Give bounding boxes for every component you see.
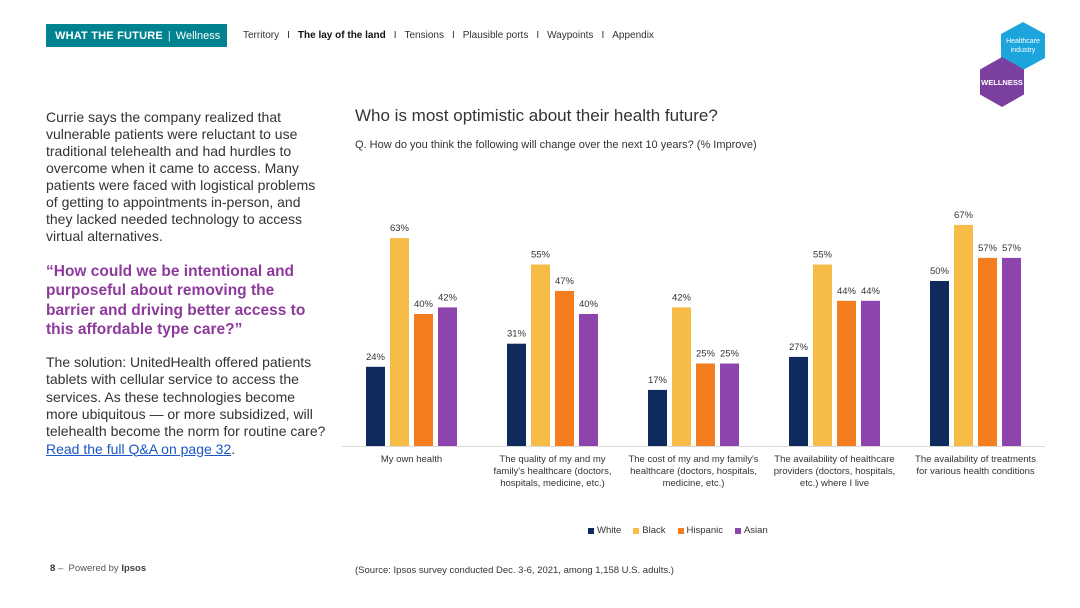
footer-dash: –: [57, 563, 64, 574]
data-label-asian-3: 44%: [861, 286, 881, 297]
nav-divider: I: [536, 30, 540, 41]
bar-white-1: [507, 343, 526, 446]
bar-asian-4: [1002, 257, 1021, 446]
legend-label: Black: [642, 525, 666, 536]
category-label-4: The availability of treatments for variou…: [915, 454, 1036, 477]
data-label-hispanic-2: 25%: [696, 349, 716, 360]
data-label-hispanic-0: 40%: [414, 299, 434, 310]
category-label-1: The quality of my and my family's healthc…: [494, 454, 612, 489]
legend-label: Hispanic: [686, 525, 723, 536]
wellness-label: WELLNESS: [981, 77, 1023, 87]
data-label-hispanic-1: 47%: [555, 276, 575, 287]
data-label-black-3: 55%: [813, 250, 833, 261]
healthcare-industry-label: Healthcare industry: [1006, 38, 1040, 54]
data-label-asian-4: 57%: [1002, 243, 1022, 254]
legend-swatch: [734, 527, 741, 534]
legend-item-black: Black: [633, 525, 666, 536]
legend-swatch: [633, 527, 640, 534]
data-label-black-2: 42%: [672, 292, 692, 303]
brand-title: WHAT THE FUTURE: [55, 29, 163, 42]
data-label-black-0: 63%: [390, 223, 410, 234]
data-label-white-4: 50%: [930, 266, 950, 277]
bar-white-4: [930, 281, 949, 446]
bar-black-4: [954, 224, 973, 446]
bar-hispanic-3: [837, 300, 856, 446]
category-label-2: The cost of my and my family's healthcare…: [628, 454, 758, 489]
nav-divider: I: [287, 30, 290, 41]
bar-asian-1: [579, 314, 598, 446]
nav-divider: I: [601, 30, 605, 41]
nav-divider: I: [393, 30, 397, 41]
data-label-hispanic-4: 57%: [978, 243, 998, 254]
bar-black-2: [672, 307, 691, 446]
bar-white-3: [789, 356, 808, 446]
bar-white-0: [366, 366, 385, 446]
bar-hispanic-0: [414, 314, 433, 446]
nav-item-appendix[interactable]: Appendix: [612, 30, 654, 41]
data-label-white-3: 27%: [789, 342, 809, 353]
section-nav: Territory I The lay of the land I Tensions I P…: [243, 30, 654, 41]
nav-item-plausible-ports[interactable]: Plausible ports: [462, 30, 529, 41]
data-label-asian-0: 42%: [438, 292, 458, 303]
bar-hispanic-2: [696, 363, 715, 446]
chart-legend: White Black Hispanic Asian: [588, 525, 780, 536]
legend-swatch: [677, 527, 684, 534]
bar-asian-0: [438, 307, 457, 446]
bar-black-3: [813, 264, 832, 446]
data-label-asian-1: 40%: [579, 299, 599, 310]
nav-item-territory[interactable]: Territory: [243, 30, 280, 41]
data-label-black-4: 67%: [954, 210, 974, 221]
data-label-hispanic-3: 44%: [837, 286, 857, 297]
category-label-0: My own health: [381, 454, 442, 465]
legend-label: White: [597, 525, 622, 536]
bar-chart: 24% 63% 40% 42% My own health 31% 55% 47% 40% The…: [342, 210, 1045, 489]
bar-black-0: [390, 238, 409, 446]
data-label-black-1: 55%: [531, 250, 551, 261]
pull-quote: “How could we be intentional and purpose…: [46, 263, 306, 338]
full-qa-link[interactable]: Read the full Q&A on page 32: [46, 440, 232, 457]
legend-item-asian: Asian: [734, 525, 768, 536]
legend-item-hispanic: Hispanic: [677, 525, 723, 536]
legend-swatch: [588, 527, 594, 534]
page-footer: 8 – Powered by Ipsos: [50, 563, 146, 574]
source-note: (Source: Ipsos survey conducted Dec. 3-6…: [355, 565, 674, 576]
bar-asian-3: [861, 300, 880, 446]
bar-hispanic-4: [978, 257, 997, 446]
company-name: Ipsos: [121, 563, 147, 574]
nav-item-tensions[interactable]: Tensions: [404, 30, 444, 41]
data-label-asian-2: 25%: [720, 349, 740, 360]
nav-item-waypoints[interactable]: Waypoints: [547, 30, 594, 41]
bar-hispanic-1: [555, 290, 574, 446]
intro-paragraph: Currie says the company realized that vu…: [46, 109, 316, 244]
legend-label: Asian: [743, 525, 768, 536]
category-label-3: The availability of healthcare providers …: [774, 454, 895, 489]
solution-end: .: [231, 440, 236, 457]
chart-subtitle: Q. How do you think the following will c…: [355, 139, 757, 151]
nav-item-the-lay-of-the-land[interactable]: The lay of the land: [297, 30, 386, 41]
brand-subtitle: Wellness: [175, 29, 221, 42]
article-column: Currie says the company realized that vu…: [46, 109, 326, 458]
data-label-white-2: 17%: [648, 375, 668, 386]
data-label-white-0: 24%: [366, 352, 386, 363]
bar-black-1: [531, 264, 550, 446]
bar-asian-2: [720, 363, 739, 446]
data-label-white-1: 31%: [507, 329, 527, 340]
chart-title: Who is most optimistic about their healt…: [355, 106, 718, 125]
brand-separator: |: [167, 29, 171, 42]
solution-paragraph: The solution: UnitedHealth offered patie…: [46, 354, 326, 458]
legend-item-white: White: [588, 525, 621, 536]
nav-divider: I: [451, 30, 455, 41]
page-number: 8: [50, 563, 56, 574]
brand-banner: WHAT THE FUTURE | Wellness: [46, 24, 227, 47]
bar-white-2: [648, 389, 667, 446]
powered-by-text: Powered by: [68, 563, 119, 574]
solution-text: The solution: UnitedHealth offered patie…: [46, 354, 326, 440]
